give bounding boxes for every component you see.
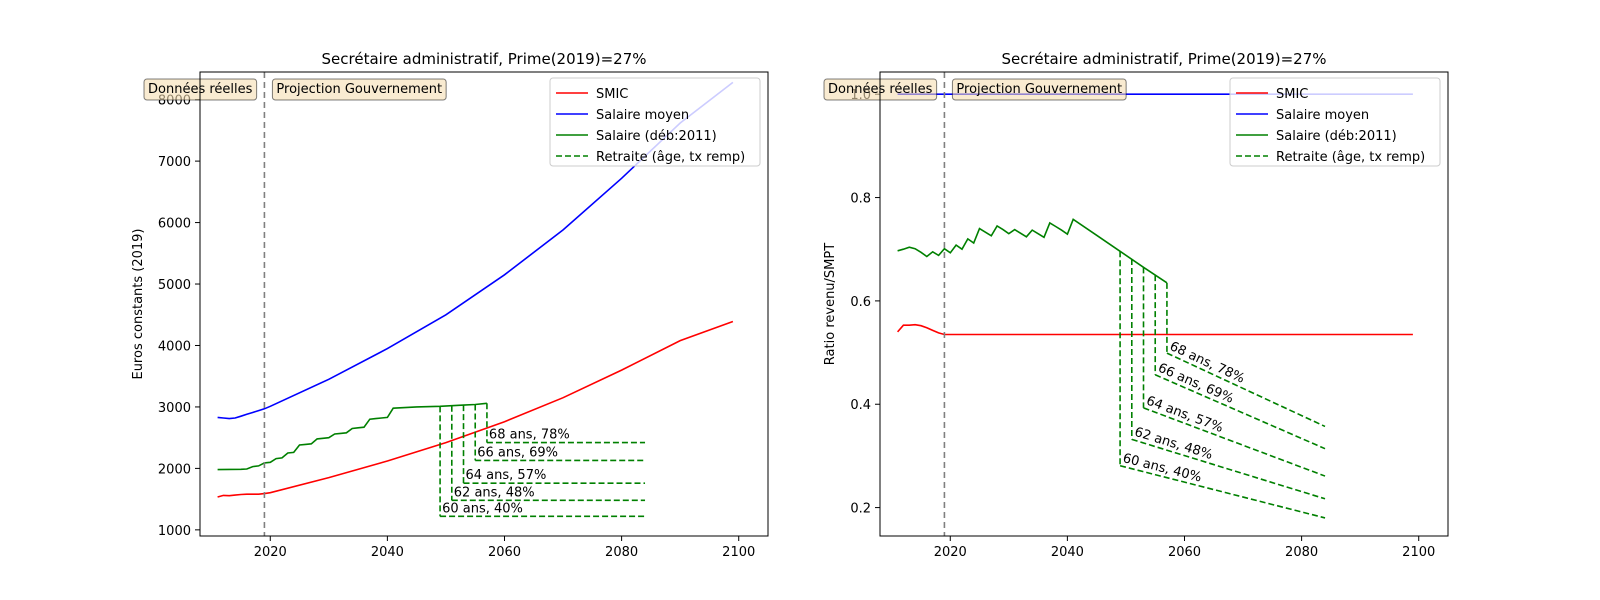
y-axis-label: Euros constants (2019) xyxy=(131,228,146,379)
retirement-label: 66 ans, 69% xyxy=(477,445,558,460)
legend-label: SMIC xyxy=(596,87,628,102)
legend: SMIC Salaire moyen Salaire (déb:2011) Retra… xyxy=(549,77,761,167)
chart-title: Secrétaire administratif, Prime(2019)=27… xyxy=(1002,50,1327,68)
y-tick-label: 0.4 xyxy=(850,398,871,413)
y-tick-label: 1000 xyxy=(158,524,191,539)
y-tick-label: 0.6 xyxy=(850,295,871,310)
retirement-line xyxy=(1119,464,1326,519)
axes-frame xyxy=(199,71,769,537)
legend-frame xyxy=(1229,77,1441,167)
retirement-line xyxy=(1166,352,1326,428)
y-tick-label: 6000 xyxy=(158,217,191,232)
legend-label: Retraite (âge, tx remp) xyxy=(596,150,745,165)
legend-label: Salaire (déb:2011) xyxy=(596,129,717,144)
y-tick-label: 5000 xyxy=(158,278,191,293)
y-tick-label: 4000 xyxy=(158,339,191,354)
axes-frame xyxy=(879,71,1449,537)
x-tick-label: 2020 xyxy=(934,545,967,560)
series-line-salaire-deb xyxy=(897,218,1168,284)
legend-label: Retraite (âge, tx remp) xyxy=(1276,150,1425,165)
annotation-text: Projection Gouvernement xyxy=(276,82,442,97)
legend: SMIC Salaire moyen Salaire (déb:2011) Retra… xyxy=(1229,77,1441,167)
retirement-label: 64 ans, 57% xyxy=(466,468,547,483)
y-tick-label: 3000 xyxy=(158,401,191,416)
y-tick-label: 7000 xyxy=(158,155,191,170)
retirement-label: 64 ans, 57% xyxy=(1144,394,1225,436)
retirement-label: 60 ans, 40% xyxy=(442,501,523,516)
legend-label: Salaire (déb:2011) xyxy=(1276,129,1397,144)
retirement-label: 68 ans, 78% xyxy=(489,428,570,443)
legend-frame xyxy=(549,77,761,167)
y-tick-label: 0.2 xyxy=(850,502,871,517)
x-tick-label: 2080 xyxy=(1285,545,1318,560)
y-tick-label: 2000 xyxy=(158,462,191,477)
annotation-text: Projection Gouvernement xyxy=(956,82,1122,97)
x-tick-label: 2080 xyxy=(605,545,638,560)
x-tick-label: 2100 xyxy=(1402,545,1435,560)
x-tick-label: 2060 xyxy=(488,545,521,560)
retirement-line xyxy=(1154,374,1326,450)
series-line-salaire-deb xyxy=(217,402,487,471)
annotation-box xyxy=(951,78,1127,101)
annotation-box xyxy=(271,78,447,101)
x-tick-label: 2100 xyxy=(722,545,755,560)
retirement-line xyxy=(1143,407,1326,477)
chart-left: Secrétaire administratif, Prime(2019)=27… xyxy=(131,50,769,560)
series-line-salaire-moyen xyxy=(217,81,734,420)
chart-title: Secrétaire administratif, Prime(2019)=27… xyxy=(322,50,647,68)
legend-label: Salaire moyen xyxy=(1276,108,1369,123)
legend-label: Salaire moyen xyxy=(596,108,689,123)
retirement-line xyxy=(1131,438,1326,500)
x-tick-label: 2040 xyxy=(1051,545,1084,560)
series-line-smic xyxy=(217,320,734,498)
x-tick-label: 2040 xyxy=(371,545,404,560)
x-tick-label: 2020 xyxy=(254,545,287,560)
retirement-label: 62 ans, 48% xyxy=(454,485,535,500)
legend-label: SMIC xyxy=(1276,87,1308,102)
annotation-projection: Projection Gouvernement xyxy=(271,78,447,101)
annotation-projection: Projection Gouvernement xyxy=(951,78,1127,101)
x-tick-label: 2060 xyxy=(1168,545,1201,560)
series-line-smic xyxy=(896,323,1413,336)
chart-right: Secrétaire administratif, Prime(2019)=27… xyxy=(823,50,1449,560)
y-tick-label: 0.8 xyxy=(850,192,871,207)
y-axis-label: Ratio revenu/SMPT xyxy=(823,243,838,365)
